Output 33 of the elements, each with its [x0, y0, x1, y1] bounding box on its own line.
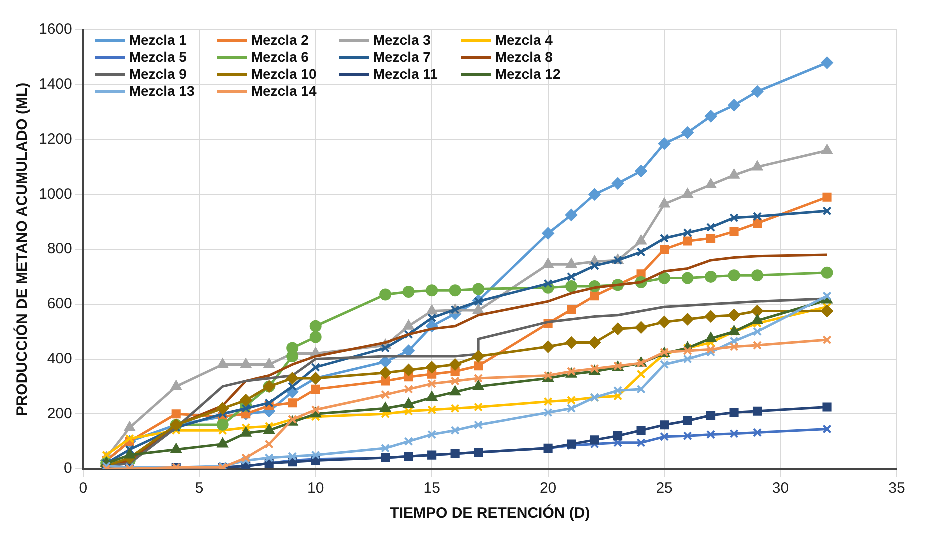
y-axis-title: PRODUCCIÓN DE METANO ACUMULADO (ML) — [13, 82, 32, 416]
y-tick-label: 800 — [47, 240, 72, 258]
y-tick-label: 1600 — [38, 21, 72, 38]
legend-label: Mezcla 12 — [495, 66, 561, 82]
x-tick-label: 35 — [888, 480, 906, 498]
y-tick-label: 1000 — [38, 186, 72, 203]
legend-label: Mezcla 14 — [251, 83, 317, 99]
y-tick-label: 600 — [47, 296, 72, 313]
legend-label: Mezcla 5 — [129, 49, 187, 65]
y-tick-label: 0 — [64, 460, 72, 478]
legend-label: Mezcla 4 — [495, 32, 553, 48]
legend-label: Mezcla 6 — [251, 49, 309, 65]
x-tick-label: 20 — [540, 480, 557, 498]
legend-label: Mezcla 1 — [129, 32, 187, 48]
y-tick-label: 1200 — [38, 130, 72, 148]
legend-label: Mezcla 9 — [129, 66, 187, 82]
x-tick-label: 5 — [195, 480, 204, 498]
legend-label: Mezcla 11 — [373, 66, 438, 82]
y-tick-label: 400 — [47, 350, 72, 368]
y-tick-label: 200 — [47, 405, 72, 422]
x-tick-label: 0 — [79, 480, 88, 498]
legend-label: Mezcla 2 — [251, 32, 309, 48]
legend-label: Mezcla 13 — [129, 83, 195, 99]
legend-label: Mezcla 8 — [495, 49, 553, 65]
x-axis-title: TIEMPO DE RETENCIÓN (D) — [390, 504, 590, 522]
legend-label: Mezcla 3 — [373, 32, 431, 48]
legend-label: Mezcla 10 — [251, 66, 317, 82]
x-tick-label: 25 — [656, 480, 673, 498]
y-tick-label: 1400 — [38, 76, 72, 94]
legend-label: Mezcla 7 — [373, 49, 431, 65]
x-tick-label: 15 — [424, 480, 440, 498]
x-tick-label: 30 — [772, 480, 790, 498]
x-tick-label: 10 — [307, 480, 324, 498]
